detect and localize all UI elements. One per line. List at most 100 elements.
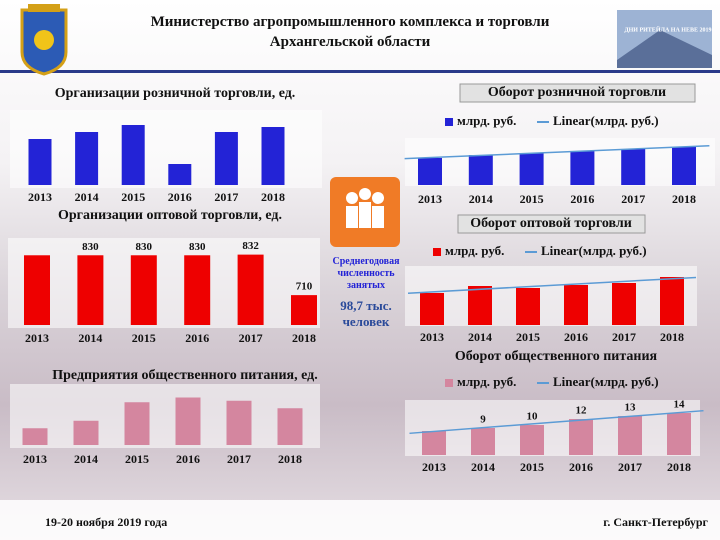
chart: Оборот общественного питания 2013 2014 9 201… bbox=[405, 349, 704, 474]
x-tick-label: 2018 bbox=[278, 452, 302, 466]
bar bbox=[24, 255, 50, 325]
x-tick-label: 2018 bbox=[660, 330, 684, 344]
x-tick-label: 2017 bbox=[621, 192, 645, 206]
bar bbox=[184, 255, 211, 325]
x-tick-label: 2015 bbox=[121, 190, 145, 204]
plot-area bbox=[405, 266, 697, 326]
x-tick-label: 2014 bbox=[471, 460, 495, 474]
x-tick-label: 2015 bbox=[516, 330, 540, 344]
bar bbox=[520, 425, 544, 455]
chart-title: Организации оптовой торговли, ед. bbox=[58, 208, 282, 223]
x-tick-label: 2015 bbox=[132, 331, 156, 345]
legend-label: млрд. руб. bbox=[457, 113, 516, 128]
x-tick-label: 2014 bbox=[469, 192, 493, 206]
bar bbox=[237, 254, 264, 325]
bar bbox=[168, 164, 192, 185]
bar bbox=[618, 416, 642, 455]
trend-line bbox=[409, 409, 704, 435]
legend-label: Linear(млрд. руб.) bbox=[553, 113, 659, 128]
bar bbox=[564, 285, 588, 325]
chart: Оборот розничной торговли 2013 2014 2015 201… bbox=[404, 83, 715, 206]
bar bbox=[667, 413, 691, 455]
chart-title: Организации розничной торговли, ед. bbox=[55, 86, 296, 101]
bar bbox=[261, 127, 285, 185]
bar bbox=[124, 402, 150, 445]
bar bbox=[28, 139, 52, 185]
x-tick-label: 2013 bbox=[28, 190, 52, 204]
promo-image: ДНИ РИТЕЙЛА НА НЕВЕ 2019 bbox=[617, 10, 712, 68]
chart: Предприятия общественного питания, ед. 20… bbox=[10, 368, 320, 466]
x-tick-label: 2014 bbox=[75, 190, 99, 204]
value-label: 710 bbox=[296, 281, 313, 293]
legend-label: Linear(млрд. руб.) bbox=[553, 374, 659, 389]
bar bbox=[468, 286, 492, 325]
value-label: 9 bbox=[480, 414, 486, 426]
trend-line bbox=[404, 144, 710, 160]
employment-label: Среднегодовая численность занятых bbox=[332, 256, 400, 291]
bar bbox=[569, 419, 593, 455]
promo-text: ДНИ РИТЕЙЛА НА НЕВЕ 2019 bbox=[625, 25, 712, 33]
bar bbox=[471, 428, 495, 455]
x-tick-label: 2016 bbox=[569, 460, 593, 474]
bar bbox=[570, 151, 595, 185]
staff-icon bbox=[330, 177, 400, 247]
x-tick-label: 2013 bbox=[420, 330, 444, 344]
bar bbox=[612, 283, 636, 325]
bar bbox=[75, 132, 99, 185]
chart-title: Оборот оптовой торговли bbox=[470, 216, 632, 231]
bar bbox=[175, 397, 201, 445]
employment-value: 98,7 тыс. человек bbox=[340, 298, 392, 329]
chart-title: Оборот розничной торговли bbox=[488, 85, 666, 100]
bar bbox=[420, 293, 444, 325]
x-tick-label: 2017 bbox=[227, 452, 251, 466]
footer-band bbox=[0, 500, 720, 540]
plot-area bbox=[10, 384, 320, 448]
legend-label: млрд. руб. bbox=[445, 243, 504, 258]
x-tick-label: 2016 bbox=[185, 331, 209, 345]
chart-title: Предприятия общественного питания, ед. bbox=[52, 368, 318, 383]
bar bbox=[468, 155, 493, 185]
chart: Оборот оптовой торговли 2013 2014 2015 2016 2… bbox=[405, 214, 697, 344]
bar bbox=[418, 158, 442, 185]
bar bbox=[130, 255, 157, 325]
x-tick-label: 2014 bbox=[468, 330, 492, 344]
x-tick-label: 2013 bbox=[23, 452, 47, 466]
x-tick-label: 2013 bbox=[418, 192, 442, 206]
legend-swatch bbox=[445, 118, 453, 126]
x-tick-label: 2018 bbox=[261, 190, 285, 204]
x-tick-label: 2015 bbox=[520, 192, 544, 206]
bar bbox=[660, 277, 684, 325]
x-tick-label: 2018 bbox=[672, 192, 696, 206]
chart-title: Оборот общественного питания bbox=[455, 349, 658, 364]
value-label: 830 bbox=[189, 241, 206, 253]
x-tick-label: 2015 bbox=[520, 460, 544, 474]
x-tick-label: 2016 bbox=[570, 192, 594, 206]
chart: Организации розничной торговли, ед. 2013 2… bbox=[10, 86, 322, 204]
value-label: 13 bbox=[625, 402, 637, 414]
x-tick-label: 2016 bbox=[176, 452, 200, 466]
bar bbox=[22, 428, 48, 445]
value-label: 12 bbox=[576, 405, 588, 417]
bar bbox=[422, 431, 446, 455]
value-label: 10 bbox=[527, 411, 539, 423]
legend-swatch bbox=[433, 248, 441, 256]
bar bbox=[121, 125, 145, 185]
bar bbox=[516, 288, 540, 325]
x-tick-label: 2017 bbox=[239, 331, 263, 345]
x-tick-label: 2014 bbox=[74, 452, 98, 466]
header-title: Министерство агропромышленного комплекса… bbox=[150, 14, 550, 30]
plot-area bbox=[405, 400, 700, 456]
bar bbox=[277, 408, 303, 445]
value-label: 830 bbox=[82, 241, 99, 253]
x-tick-label: 2017 bbox=[618, 460, 642, 474]
bar bbox=[519, 153, 544, 185]
legend-label: Linear(млрд. руб.) bbox=[541, 243, 647, 258]
x-tick-label: 2018 bbox=[667, 460, 691, 474]
bar bbox=[73, 420, 99, 445]
footer-city: г. Санкт-Петербург bbox=[603, 515, 708, 529]
trend-line bbox=[407, 276, 697, 294]
bar bbox=[291, 295, 317, 325]
x-tick-label: 2018 bbox=[292, 331, 316, 345]
